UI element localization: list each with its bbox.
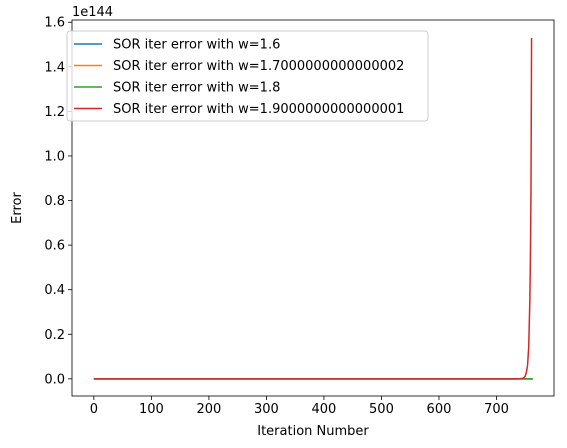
y-tick-label: 0.6: [44, 239, 65, 254]
y-tick-label: 1.6: [44, 16, 65, 31]
y-tick-label: 0.0: [44, 372, 65, 387]
x-tick-label: 0: [90, 402, 98, 417]
y-tick-label: 1.4: [44, 60, 65, 75]
legend-label: SOR iter error with w=1.6: [113, 38, 280, 53]
x-axis-label: Iteration Number: [257, 424, 369, 439]
y-tick-label: 1.0: [44, 149, 65, 164]
x-tick-label: 600: [427, 402, 452, 417]
x-tick-label: 500: [369, 402, 394, 417]
x-tick-label: 200: [196, 402, 221, 417]
y-offset-label: 1e144: [72, 5, 113, 20]
y-tick-label: 1.2: [44, 105, 65, 120]
series-line-4: [93, 37, 533, 380]
y-tick-label: 0.4: [44, 283, 65, 298]
legend-label: SOR iter error with w=1.7000000000000002: [113, 59, 404, 74]
x-tick-label: 700: [484, 402, 509, 417]
legend-label: SOR iter error with w=1.8: [113, 81, 280, 96]
x-axis: 0 100 200 300 400 500 600 700: [90, 396, 509, 417]
axes-frame: [71, 19, 555, 397]
x-tick-label: 400: [312, 402, 337, 417]
y-tick-label: 0.2: [44, 328, 65, 343]
legend-box: [66, 30, 429, 122]
y-axis: 0.0 0.2 0.4 0.6 0.8 1.0 1.2 1.4 1.6: [44, 16, 72, 387]
legend-label: SOR iter error with w=1.9000000000000001: [113, 102, 404, 117]
y-tick-label: 0.8: [44, 194, 65, 209]
plot-area: [93, 37, 533, 380]
y-axis-label: Error: [10, 192, 25, 224]
legend: SOR iter error with w=1.6 SOR iter error …: [66, 30, 429, 122]
x-tick-label: 100: [139, 402, 164, 417]
x-tick-label: 300: [254, 402, 279, 417]
